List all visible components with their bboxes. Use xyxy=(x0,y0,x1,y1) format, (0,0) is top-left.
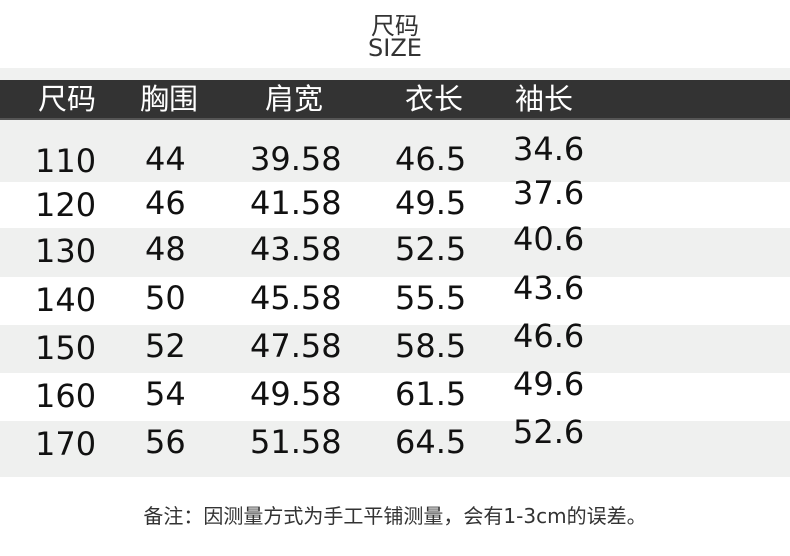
table-cell: 49.58 xyxy=(250,375,342,413)
table-cell: 140 xyxy=(35,281,97,319)
table-cell: 46.5 xyxy=(395,140,467,178)
table-cell: 46 xyxy=(145,184,186,222)
table-row: 150 52 47.58 58.5 46.6 xyxy=(0,317,790,373)
table-cell: 170 xyxy=(35,425,97,463)
header-cell: 肩宽 xyxy=(265,82,324,116)
header-cell: 胸围 xyxy=(140,82,199,116)
table-cell: 54 xyxy=(145,375,186,413)
table-cell: 150 xyxy=(35,329,97,367)
table-cell: 45.58 xyxy=(250,279,342,317)
table-row: 170 56 51.58 64.5 52.6 xyxy=(0,413,790,477)
table-cell: 48 xyxy=(145,230,186,268)
table-cell: 40.6 xyxy=(513,220,585,258)
table-cell: 120 xyxy=(35,186,97,224)
table-cell: 43.58 xyxy=(250,230,342,268)
table-cell: 64.5 xyxy=(395,423,467,461)
table-cell: 58.5 xyxy=(395,327,467,365)
header-cell: 衣长 xyxy=(405,82,464,116)
note: 备注：因测量方式为手工平铺测量，会有1-3cm的误差。 xyxy=(143,504,647,528)
table-cell: 37.6 xyxy=(513,174,585,212)
header-cell: 袖长 xyxy=(515,82,574,116)
title-en: SIZE xyxy=(368,34,422,62)
title-cn: 尺码 xyxy=(371,12,419,40)
table-cell: 49.5 xyxy=(395,184,467,222)
table-cell: 52.6 xyxy=(513,413,585,451)
table-cell: 160 xyxy=(35,377,97,415)
table-cell: 51.58 xyxy=(250,423,342,461)
header-cell: 尺码 xyxy=(38,82,97,116)
table-cell: 43.6 xyxy=(513,269,585,307)
table-cell: 46.6 xyxy=(513,317,585,355)
table-row: 140 50 45.58 55.5 43.6 xyxy=(0,269,790,325)
table-cell: 47.58 xyxy=(250,327,342,365)
table-cell: 55.5 xyxy=(395,279,467,317)
table-cell: 34.6 xyxy=(513,130,585,168)
table-cell: 52 xyxy=(145,327,186,365)
table-cell: 52.5 xyxy=(395,230,467,268)
table-cell: 49.6 xyxy=(513,365,585,403)
table-row: 130 48 43.58 52.5 40.6 xyxy=(0,220,790,277)
table-cell: 56 xyxy=(145,423,186,461)
table-cell: 61.5 xyxy=(395,375,467,413)
divider xyxy=(0,68,790,80)
table-cell: 130 xyxy=(35,232,97,270)
table-cell: 110 xyxy=(35,142,97,180)
table-row: 160 54 49.58 61.5 49.6 xyxy=(0,365,790,421)
table-cell: 50 xyxy=(145,279,186,317)
table-cell: 41.58 xyxy=(250,184,342,222)
table-cell: 44 xyxy=(145,140,186,178)
table-row: 120 46 41.58 49.5 37.6 xyxy=(0,174,790,228)
table-row: 110 44 39.58 46.5 34.6 xyxy=(0,120,790,182)
table-cell: 39.58 xyxy=(250,140,342,178)
table-header: 尺码 胸围 肩宽 衣长 袖长 xyxy=(0,80,790,120)
